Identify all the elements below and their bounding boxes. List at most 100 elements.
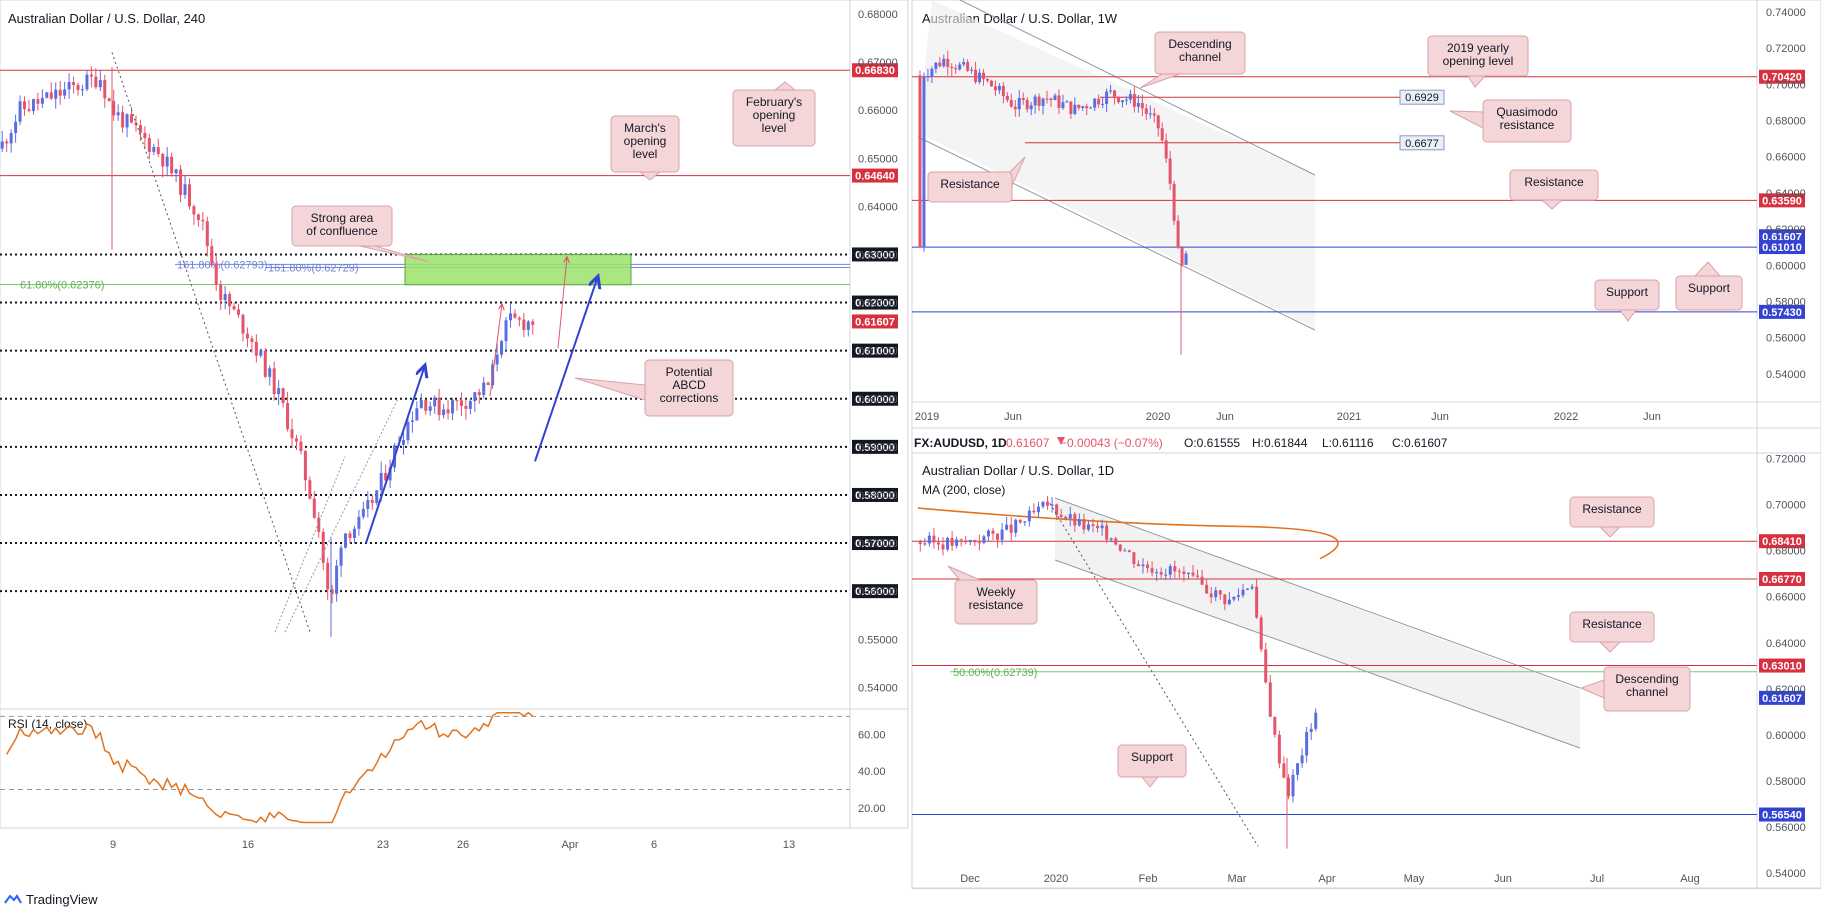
candle-body [442, 409, 446, 416]
daily-y-tick-label: 0.58000 [1766, 776, 1806, 788]
h4-chart-title: Australian Dollar / U.S. Dollar, 240 [8, 11, 205, 26]
callout [574, 359, 734, 417]
candle-body [1182, 571, 1186, 575]
candle-body [1073, 104, 1077, 114]
candle-body [468, 401, 472, 409]
candle-body [1124, 99, 1128, 101]
candle-body [1291, 774, 1295, 797]
candle-body [997, 85, 1001, 91]
candle-body [312, 498, 316, 518]
candle-body [254, 341, 258, 356]
callout [947, 565, 1038, 625]
daily-annotation-text: Weekly resistance [969, 585, 1024, 612]
h4-abcd-red-arrow-2 [557, 257, 567, 349]
tradingview-brand: TradingView [26, 891, 98, 907]
weekly-y-tick-label: 0.68000 [1766, 116, 1806, 128]
candle-body [513, 313, 517, 318]
weekly-x-tick-label: 2021 [1337, 411, 1361, 423]
candle-body [1050, 504, 1054, 506]
candle-body [973, 540, 977, 543]
weekly-y-tick-label: 0.74000 [1766, 7, 1806, 19]
candle-body [1184, 253, 1188, 265]
candle-body [926, 76, 930, 78]
candle-body [348, 533, 352, 538]
candle-body [308, 480, 312, 499]
candle-body [344, 533, 348, 548]
candle-body [964, 540, 968, 543]
candle-body [1205, 584, 1209, 594]
price-tag [1759, 193, 1805, 208]
candle-body [5, 141, 9, 144]
daily-chart-panel: FX:AUDUSD, 1D 0.61607 −0.00043 (−0.07%) O:0… [911, 427, 1821, 890]
callout-line: Descending [1168, 37, 1231, 51]
candle-body [1180, 247, 1184, 265]
candle-body [1023, 521, 1027, 523]
daily-annotation-text: Resistance [1582, 617, 1642, 631]
candle-body [1085, 106, 1089, 109]
price-tag-label: 0.57000 [855, 538, 895, 550]
candle-body [352, 528, 356, 538]
candle-body [1296, 763, 1300, 775]
candle-body [1191, 572, 1195, 576]
callout-line: Support [1131, 750, 1174, 764]
weekly-channel-lower-line [917, 136, 1316, 331]
h4-y-tick-label: 0.66000 [858, 105, 898, 117]
candle-body [326, 562, 330, 590]
h4-y-tick-label: 0.62000 [858, 298, 898, 310]
h4-y-tick-label: 0.65000 [858, 153, 898, 165]
price-tag [852, 295, 898, 310]
candle-body [932, 535, 936, 543]
daily-y-tick-label: 0.54000 [1766, 868, 1806, 880]
callout-line: resistance [1500, 118, 1555, 132]
candle-body [401, 440, 405, 445]
h4-fib-1618-label-b: 161.80%(0.62729) [268, 262, 359, 274]
h4-y-tick-label: 0.54000 [858, 682, 898, 694]
candle-body [1101, 103, 1105, 105]
rsi-y-tick-label: 60.00 [858, 730, 886, 742]
price-tag-label: 0.56000 [855, 586, 895, 598]
candle-body [1091, 524, 1095, 526]
candle-body [384, 473, 388, 481]
daily-annotation-text: Descending channel [1615, 672, 1678, 699]
weekly-x-tick-label: 2022 [1554, 411, 1578, 423]
candle-body [1132, 552, 1136, 564]
candle-body [1018, 519, 1022, 523]
charts-canvas: Australian Dollar / U.S. Dollar, 240 0.66… [0, 0, 1821, 890]
weekly-x-tick-label: Jun [1431, 411, 1449, 423]
candle-body [1305, 731, 1309, 756]
candle-body [1150, 568, 1154, 573]
h4-y-tick-label: 0.58000 [858, 490, 898, 502]
rsi-y-tick-label: 20.00 [858, 803, 886, 815]
weekly-chart-panel: Australian Dollar / U.S. Dollar, 1W0.704… [911, 0, 1821, 429]
candle-body [1136, 563, 1140, 567]
candle-body [259, 350, 263, 356]
candle-body [526, 321, 530, 330]
weekly-level-tag [1399, 135, 1445, 151]
candle-body [982, 536, 986, 543]
candle-body [1057, 95, 1061, 108]
candle-body [986, 530, 990, 537]
candle-body [1156, 115, 1160, 129]
candle-body [1176, 220, 1180, 248]
callout-box [610, 115, 680, 173]
candle-body [174, 169, 178, 174]
candle-body [1059, 514, 1063, 517]
candle-body [1120, 100, 1124, 103]
tradingview-footer[interactable]: TradingView [4, 889, 98, 909]
candle-body [982, 72, 986, 80]
candle-body [170, 156, 174, 174]
price-tag [852, 536, 898, 551]
candle-body [1069, 101, 1073, 114]
daily-fib-trendline [1049, 503, 1259, 847]
callout-box [954, 579, 1038, 625]
daily-header-last: 0.61607 [1006, 436, 1050, 450]
candle-body [1209, 593, 1213, 598]
candle-body [0, 141, 4, 149]
callout-line: channel [1179, 50, 1221, 64]
candle-body [210, 246, 214, 264]
candle-body [486, 382, 490, 386]
daily-header-o: O:0.61555 [1184, 436, 1240, 450]
h4-fib-trendline [111, 52, 311, 633]
candle-body [1017, 98, 1021, 110]
candle-body [1041, 501, 1045, 507]
